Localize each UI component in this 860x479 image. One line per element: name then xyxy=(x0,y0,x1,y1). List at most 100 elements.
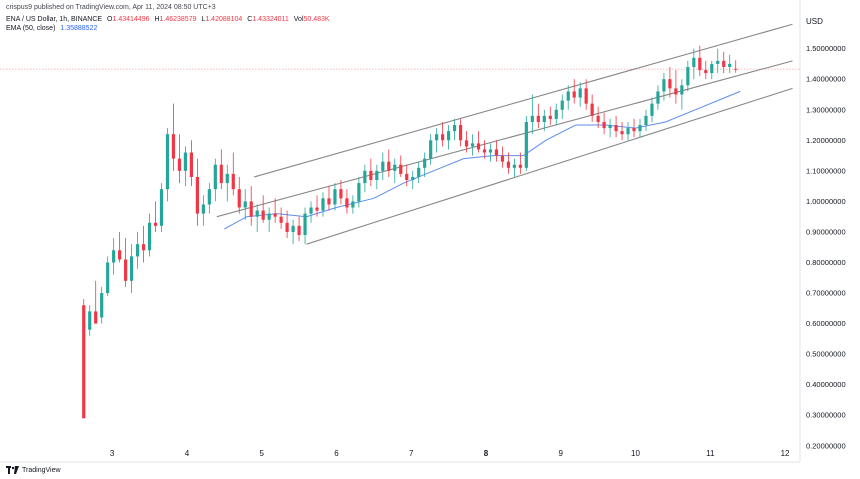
y-tick-label: 0.50000000 xyxy=(806,350,846,359)
candle-body xyxy=(554,109,558,119)
candle-body xyxy=(219,164,223,184)
candle-body xyxy=(249,201,253,217)
candle-body xyxy=(548,115,552,119)
candle-body xyxy=(650,103,654,116)
candle-body xyxy=(710,63,714,74)
y-tick-label: 1.00000000 xyxy=(806,197,846,206)
candle-body xyxy=(375,170,379,181)
x-tick-label: 10 xyxy=(631,449,640,458)
candle-body xyxy=(656,91,660,104)
candle-body xyxy=(369,170,373,181)
candle-body xyxy=(734,68,738,70)
candle-body xyxy=(578,88,582,98)
candle-body xyxy=(171,134,176,159)
candle-body xyxy=(620,131,624,135)
y-tick-label: 1.30000000 xyxy=(806,105,846,114)
high-value: 1.46238579 xyxy=(159,16,197,23)
candle-body xyxy=(183,152,188,171)
candle-body xyxy=(189,152,194,177)
high-label: H xyxy=(154,16,160,23)
candle-body xyxy=(512,164,516,168)
candle-body xyxy=(429,140,433,159)
candle-body xyxy=(452,125,457,132)
candle-body xyxy=(572,91,576,98)
candle-body xyxy=(566,91,570,101)
candle-body xyxy=(94,311,98,324)
candle-body xyxy=(106,262,110,294)
candle-body xyxy=(165,134,170,190)
candle-body xyxy=(153,222,158,226)
channel-lower-line xyxy=(306,87,793,245)
candle-body xyxy=(273,213,277,217)
candle-body xyxy=(476,143,481,150)
open-value: 1.43414496 xyxy=(112,16,150,23)
ema-label[interactable]: EMA (50, close) xyxy=(6,25,56,32)
candle-body xyxy=(291,225,295,232)
candle-body xyxy=(423,158,427,168)
candle-body xyxy=(118,250,122,260)
candle-body xyxy=(542,115,546,122)
x-tick-label: 5 xyxy=(259,449,264,458)
ema-value: 1.35888522 xyxy=(60,25,98,32)
candle-body xyxy=(177,158,182,171)
tradingview-logo[interactable]: TradingView xyxy=(6,466,61,474)
y-tick-label: 0.70000000 xyxy=(806,289,846,298)
candle-body xyxy=(680,85,684,95)
channel-middle-line xyxy=(216,60,793,218)
candle-body xyxy=(147,222,152,251)
candle-body xyxy=(100,293,104,318)
candle-body xyxy=(602,121,606,129)
close-value: 1.43324011 xyxy=(252,16,289,23)
candle-body xyxy=(411,176,415,181)
candle-body xyxy=(524,121,528,168)
candle-body xyxy=(351,201,355,208)
y-tick-label: 1.20000000 xyxy=(806,136,846,145)
candle-body xyxy=(536,115,540,122)
candle-body xyxy=(255,210,259,217)
currency-label: USD xyxy=(806,17,823,26)
candle-body xyxy=(363,170,367,184)
candle-body xyxy=(674,88,678,95)
candle-body xyxy=(297,225,301,235)
candle-body xyxy=(668,79,672,89)
candle-body xyxy=(88,311,92,330)
candle-body xyxy=(213,164,217,190)
candle-body xyxy=(243,201,247,208)
candle-body xyxy=(399,164,403,174)
y-tick-label: 0.60000000 xyxy=(806,319,846,328)
candle-body xyxy=(441,134,445,141)
candle-body xyxy=(225,173,229,184)
y-tick-label: 0.90000000 xyxy=(806,227,846,236)
candle-body xyxy=(560,100,564,110)
candle-body xyxy=(124,259,128,281)
channel-upper-line xyxy=(254,23,793,178)
candle-body xyxy=(279,216,283,223)
y-tick-label: 1.10000000 xyxy=(806,166,846,175)
candle-body xyxy=(321,198,325,211)
x-tick-label: 8 xyxy=(484,449,489,458)
x-tick-label: 6 xyxy=(334,449,339,458)
candle-body xyxy=(626,128,630,135)
candle-body xyxy=(644,115,648,126)
close-label: C xyxy=(247,16,253,23)
candle-body xyxy=(303,213,307,235)
candle-body xyxy=(435,134,439,141)
volume-label: Vol xyxy=(293,16,304,23)
open-label: O xyxy=(107,16,113,23)
candle-body xyxy=(237,189,241,208)
candle-body xyxy=(482,149,487,153)
symbol-legend: ENA / US Dollar, 1h, BINANCE O1.43414496… xyxy=(6,16,330,23)
candle-body xyxy=(722,60,726,67)
candle-body xyxy=(417,167,421,177)
y-tick-label: 0.20000000 xyxy=(806,441,846,450)
candle-body xyxy=(662,79,666,92)
volume-value: 50.483K xyxy=(303,16,330,23)
symbol-name[interactable]: ENA / US Dollar, 1h, BINANCE xyxy=(6,16,103,23)
candle-body xyxy=(470,143,475,147)
candle-body xyxy=(530,115,534,122)
candle-body xyxy=(488,149,493,153)
candle-body xyxy=(357,183,361,202)
candle-body xyxy=(458,125,463,141)
candle-body xyxy=(381,161,385,171)
